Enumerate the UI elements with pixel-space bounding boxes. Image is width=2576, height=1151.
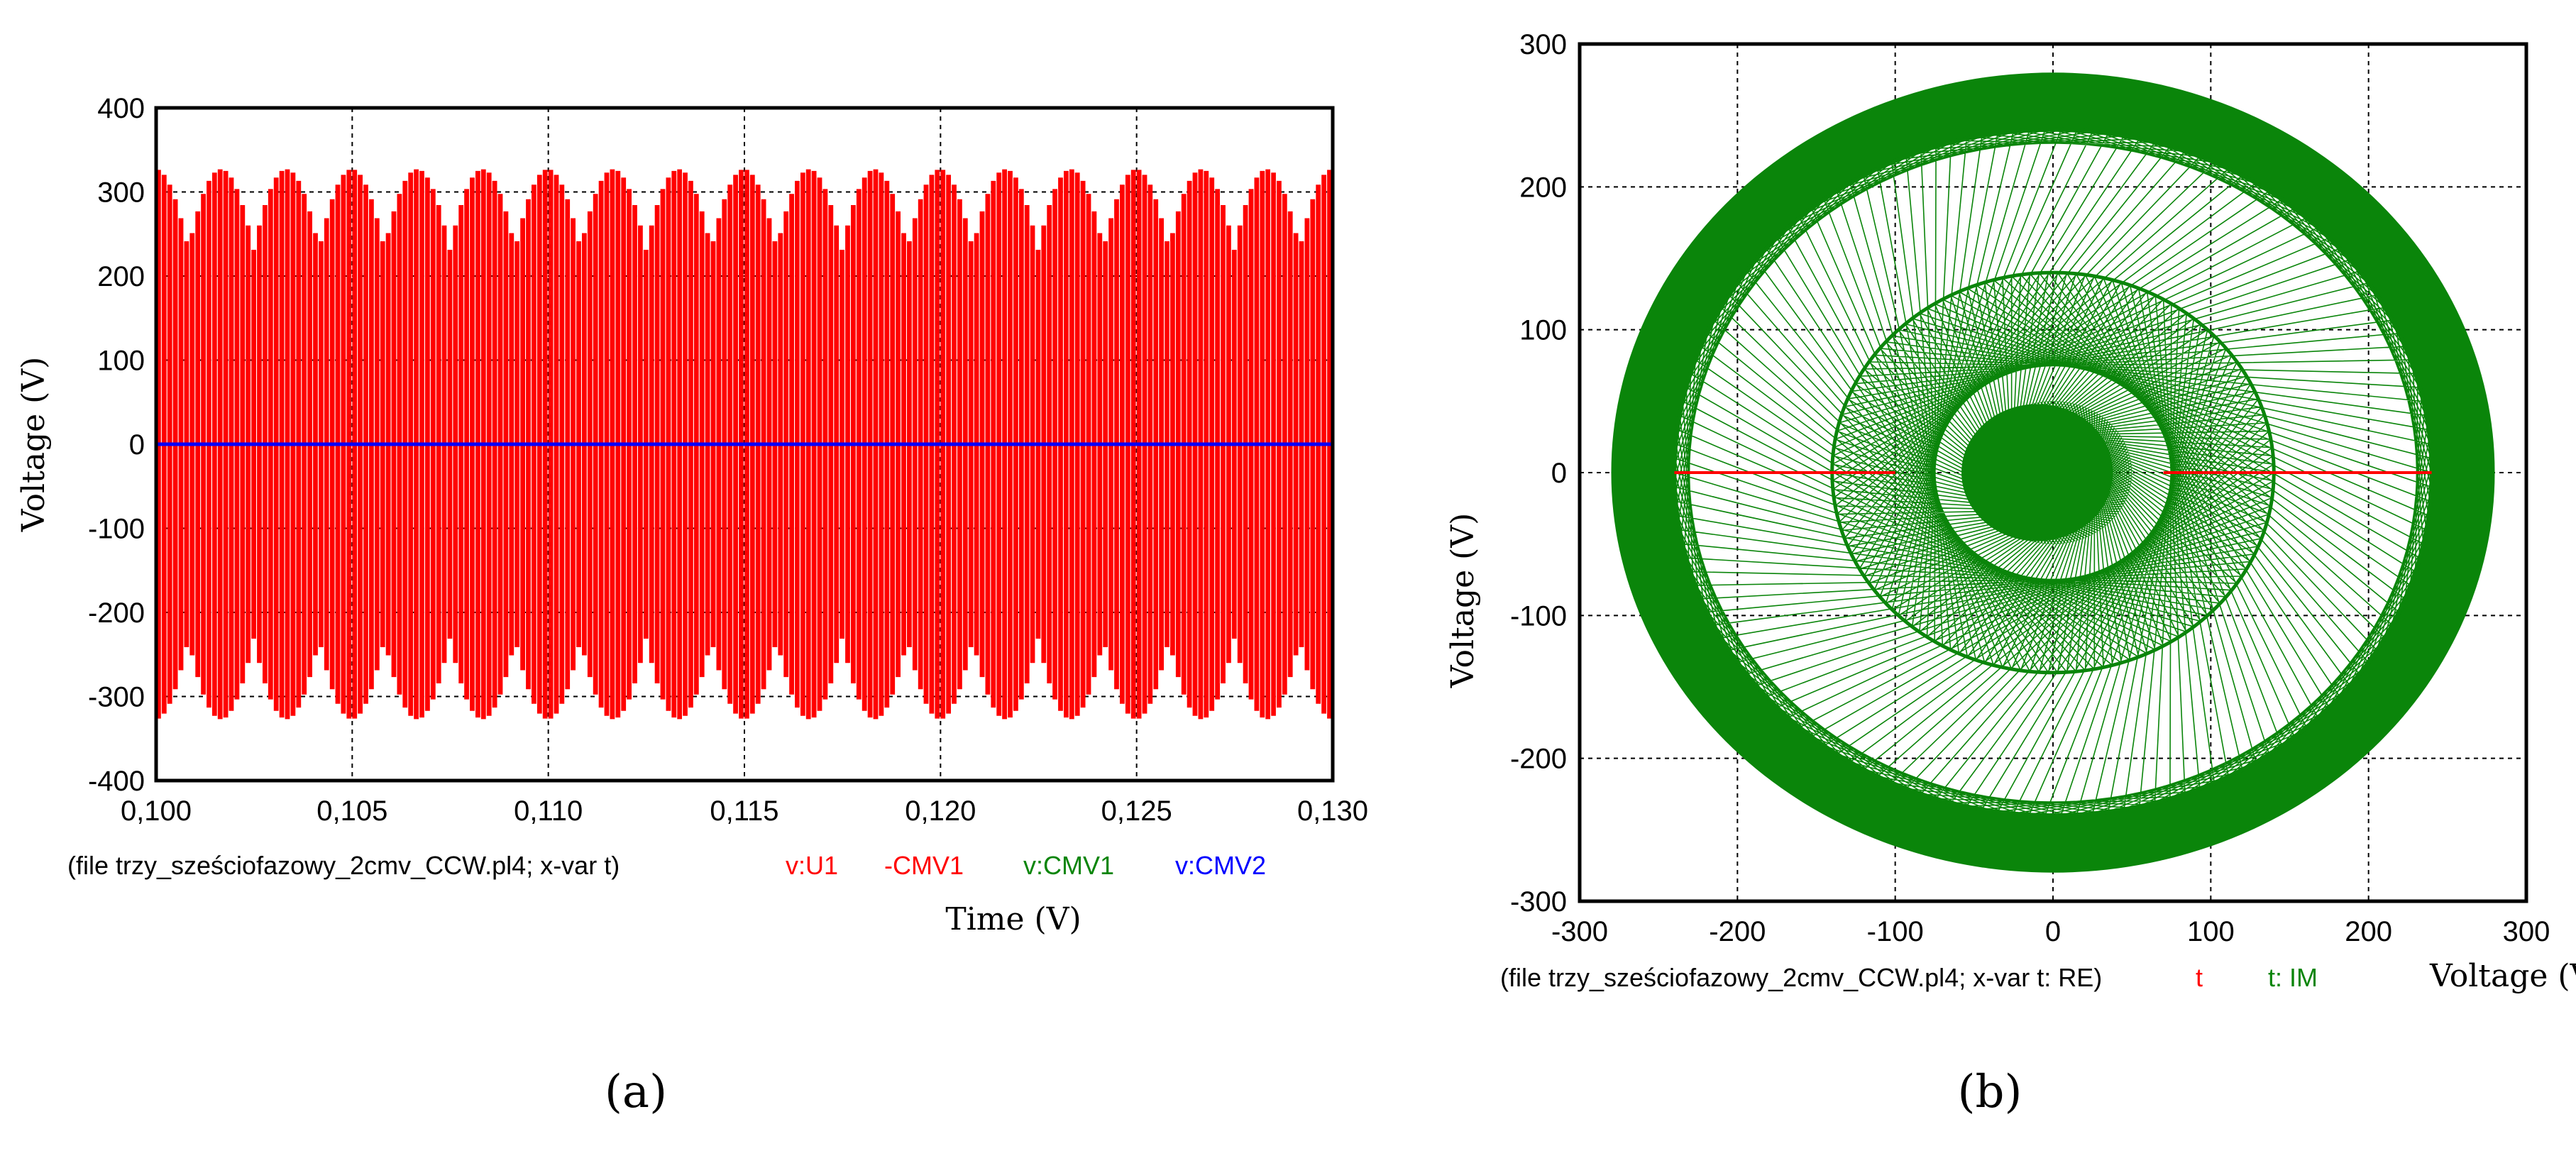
legend-item-v-cmv1: v:CMV1 (1023, 851, 1114, 880)
x-tick-label: -100 (1867, 916, 1924, 947)
x-tick-label: 0,125 (1101, 795, 1172, 827)
x-tick-label: 200 (2345, 916, 2392, 947)
y-tick-label: 200 (1519, 172, 1567, 203)
x-tick-label: 300 (2503, 916, 2550, 947)
panel-label-b: (b) (1958, 1066, 2022, 1118)
legend-item-v-cmv2: v:CMV2 (1175, 851, 1266, 880)
x-tick-labels-b: -300 -200 -100 0 100 200 300 (1551, 916, 2550, 947)
y-tick-label: -300 (1510, 886, 1567, 918)
legend-item-v-u1: v:U1 (786, 851, 838, 880)
y-tick-label: 400 (97, 93, 145, 124)
plot-frame-b (1578, 42, 2528, 903)
legend-item-minus-cmv1: -CMV1 (884, 851, 964, 880)
x-tick-label: 0,100 (121, 795, 192, 827)
file-label-a: (file trzy_sześciofazowy_2cmv_CCW.pl4; x… (67, 851, 620, 880)
y-tick-label: -100 (1510, 600, 1567, 632)
x-axis-title-a: Time (V) (945, 901, 1081, 937)
x-tick-label: 0,115 (710, 795, 778, 827)
x-axis-title-b: Voltage (V) (2429, 958, 2576, 994)
y-tick-label: -300 (88, 682, 145, 713)
y-tick-label: 300 (1519, 29, 1567, 60)
x-tick-label: 0,110 (514, 795, 583, 827)
series-v-u1-lower (156, 444, 1332, 720)
y-tick-label: -200 (1510, 744, 1567, 775)
x-tick-label: -300 (1551, 916, 1608, 947)
y-tick-label: 0 (129, 429, 145, 461)
x-tick-labels-a: 0,100 0,105 0,110 0,115 0,120 0,125 0,130 (121, 795, 1368, 827)
x-tick-label: 100 (2187, 916, 2235, 947)
chart-panel-a: -400 -300 -200 -100 0 100 200 300 400 0,100 0,105… (16, 93, 1368, 1118)
y-tick-label: 200 (97, 261, 145, 292)
file-label-b: (file trzy_sześciofazowy_2cmv_CCW.pl4; x… (1500, 963, 2102, 992)
y-axis-title-b: Voltage (V) (1445, 513, 1481, 689)
series-v-u1-upper (156, 169, 1332, 444)
panel-label-a: (a) (605, 1066, 667, 1118)
x-tick-label: 0,120 (905, 795, 976, 827)
series-layer-a (156, 169, 1333, 720)
y-tick-label: -400 (88, 766, 145, 797)
y-tick-labels-a: -400 -300 -200 -100 0 100 200 300 400 (88, 93, 145, 797)
x-tick-label: -200 (1709, 916, 1766, 947)
y-axis-title-a: Voltage (V) (16, 357, 52, 533)
y-tick-label: 300 (97, 177, 145, 209)
x-tick-label: 0 (2045, 916, 2061, 947)
y-tick-labels-b: -300 -200 -100 0 100 200 300 (1510, 29, 1567, 918)
plot-frame-a (154, 106, 1335, 783)
legend-item-t-im: t: IM (2268, 963, 2318, 992)
y-tick-label: -100 (88, 514, 145, 545)
series-layer-b (1611, 72, 2495, 873)
y-tick-label: 0 (1551, 458, 1567, 489)
x-tick-label: 0,105 (317, 795, 387, 827)
chart-panel-b: -300 -200 -100 0 100 200 300 -300 -200 -100 0 100 2… (1445, 29, 2576, 1118)
legend-item-t: t (2196, 963, 2203, 992)
y-tick-label: -200 (88, 597, 145, 629)
x-tick-label: 0,130 (1297, 795, 1368, 827)
y-tick-label: 100 (1519, 315, 1567, 346)
trajectory-center-blob (1961, 404, 2113, 541)
y-tick-label: 100 (97, 346, 145, 377)
